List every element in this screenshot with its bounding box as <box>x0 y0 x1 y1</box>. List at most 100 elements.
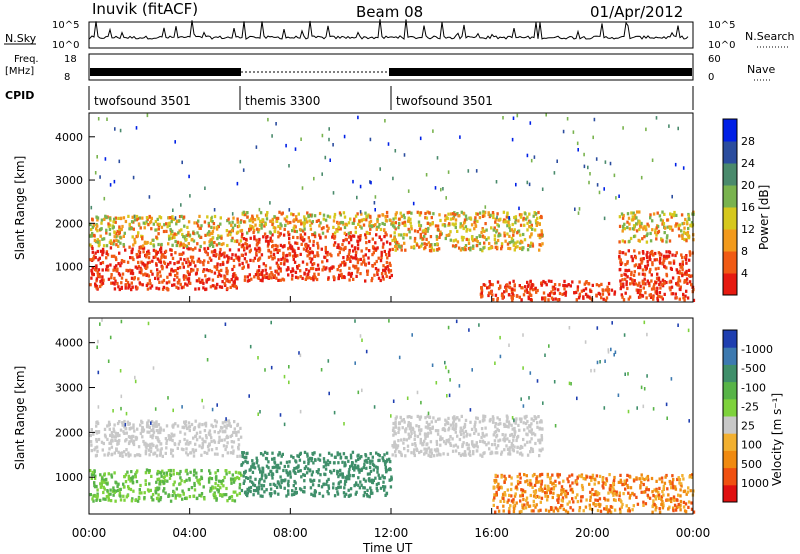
scatter-cell <box>581 487 585 492</box>
scatter-cell <box>165 446 168 450</box>
scatter-cell <box>575 298 578 302</box>
scatter-cell <box>685 220 689 224</box>
scatter-cell <box>236 217 239 221</box>
scatter-cell <box>174 273 177 278</box>
scatter-cell <box>463 248 466 252</box>
scatter-cell <box>174 269 177 273</box>
scatter-cell <box>258 240 261 244</box>
scatter-cell <box>229 434 232 439</box>
scatter-cell <box>317 457 320 461</box>
scatter-cell <box>576 288 579 292</box>
scatter-cell <box>171 438 174 443</box>
scatter-cell <box>297 469 300 473</box>
scatter-cell <box>90 428 93 432</box>
scatter-cell <box>508 446 511 450</box>
scatter-cell <box>125 448 128 452</box>
scatter-cell <box>568 474 571 478</box>
scatter-cell <box>380 272 384 276</box>
scatter-cell <box>687 486 690 490</box>
scatter-cell <box>369 461 372 465</box>
scatter-cell <box>179 282 182 286</box>
scatter-cell <box>485 228 488 232</box>
scatter-cell <box>539 243 543 247</box>
scatter-cell <box>404 430 407 434</box>
scatter-cell <box>130 499 134 503</box>
scatter-cell <box>343 225 347 230</box>
scatter-cell <box>145 253 148 257</box>
scatter-cell <box>271 239 274 243</box>
scatter-cell <box>317 272 320 276</box>
scatter-cell <box>662 487 665 491</box>
scatter-cell <box>319 473 322 477</box>
scatter-cell <box>278 466 281 470</box>
scatter-cell <box>325 224 329 228</box>
scatter-cell <box>219 222 222 226</box>
scatter-cell <box>446 216 449 221</box>
scatter-cell <box>313 489 317 493</box>
scatter-cell <box>285 219 288 223</box>
scatter-cell <box>534 416 538 420</box>
scatter-cell <box>449 212 453 216</box>
scatter-cell <box>364 253 367 257</box>
scatter-cell <box>229 285 232 289</box>
scatter-cell <box>626 473 629 477</box>
scatter-cell <box>327 477 330 481</box>
scatter-cell <box>354 253 358 258</box>
scatter-cell <box>305 471 309 475</box>
scatter-cell <box>165 229 168 233</box>
scatter-cell <box>136 499 140 503</box>
scatter-cell <box>275 463 278 468</box>
scatter-cell <box>526 290 529 294</box>
scatter-cell <box>355 250 358 254</box>
scatter-cell <box>127 454 130 458</box>
scatter-cell <box>236 181 239 186</box>
scatter-cell <box>133 429 136 433</box>
scatter-cell <box>578 474 581 478</box>
scatter-cell <box>512 435 515 439</box>
scatter-cell <box>208 233 211 237</box>
scatter-cell <box>194 442 197 446</box>
scatter-cell <box>540 479 544 483</box>
scatter-cell <box>639 288 642 292</box>
scatter-cell <box>351 461 354 465</box>
scatter-cell <box>362 494 365 498</box>
scatter-cell <box>201 437 204 441</box>
scatter-cell <box>144 222 147 226</box>
scatter-cell <box>281 452 284 456</box>
scatter-cell <box>337 461 340 465</box>
scatter-cell <box>128 245 131 249</box>
scatter-cell <box>544 296 547 300</box>
scatter-cell <box>642 251 645 255</box>
scatter-cell <box>516 245 519 249</box>
scatter-cell <box>216 282 219 286</box>
scatter-cell <box>605 507 608 511</box>
scatter-cell <box>684 258 688 262</box>
scatter-cell <box>357 258 360 262</box>
scatter-cell <box>661 222 664 226</box>
scatter-cell <box>529 225 533 229</box>
scatter-cell <box>592 135 594 140</box>
freq-nave-panel <box>88 53 694 81</box>
scatter-cell <box>514 217 517 221</box>
scatter-cell <box>504 477 507 481</box>
scatter-cell <box>310 456 314 461</box>
scatter-cell <box>603 216 606 221</box>
scatter-cell <box>302 239 305 243</box>
scatter-cell <box>483 241 486 245</box>
scatter-cell <box>209 486 212 490</box>
scatter-cell <box>113 254 116 258</box>
scatter-cell <box>231 220 234 224</box>
scatter-cell <box>242 474 245 478</box>
scatter-cell <box>180 252 184 256</box>
scatter-cell <box>226 499 229 503</box>
scatter-cell <box>289 472 292 476</box>
scatter-cell <box>671 213 674 217</box>
scatter-cell <box>357 483 360 487</box>
scatter-cell <box>669 261 672 265</box>
scatter-cell <box>298 452 302 456</box>
scatter-cell <box>375 227 378 231</box>
scatter-cell <box>514 421 517 425</box>
scatter-cell <box>480 427 484 431</box>
scatter-cell <box>102 485 105 489</box>
scatter-cell <box>172 208 174 212</box>
